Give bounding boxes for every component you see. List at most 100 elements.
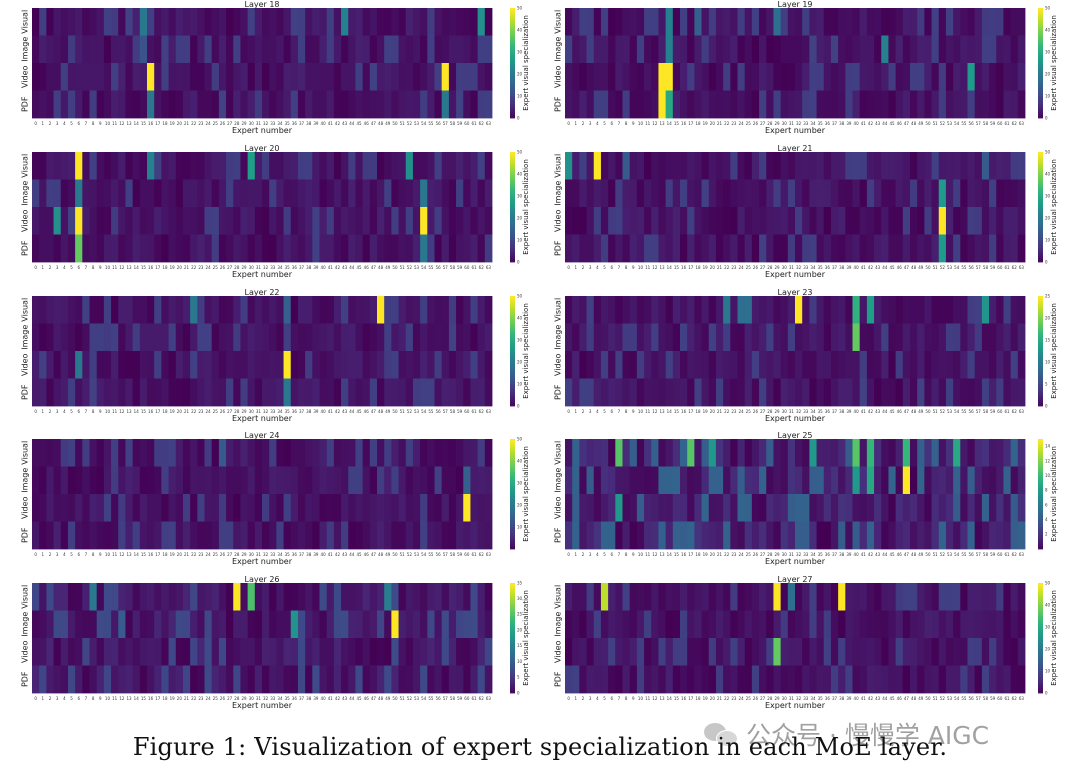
x-tick-label: 17 <box>688 121 694 126</box>
heatmap-cell <box>226 610 234 639</box>
x-tick-label: 20 <box>710 265 716 270</box>
heatmap-cell <box>960 466 968 495</box>
heatmap-cell <box>175 665 184 694</box>
heatmap-cell <box>924 296 932 324</box>
x-tick-label: 44 <box>349 121 355 126</box>
heatmap-cell <box>795 35 803 64</box>
heatmap-cell <box>615 521 623 550</box>
heatmap-cell <box>448 439 457 467</box>
x-tick-label: 3 <box>56 409 59 414</box>
colorbar-segment <box>510 516 515 520</box>
heatmap-cell <box>53 207 62 235</box>
heatmap-cell <box>910 583 918 611</box>
x-tick-label: 57 <box>443 121 449 126</box>
heatmap-cell <box>448 466 457 495</box>
heatmap-cell <box>441 466 450 495</box>
heatmap-cell <box>730 152 738 180</box>
heatmap-cell <box>888 583 897 611</box>
heatmap-cell <box>1017 90 1026 119</box>
heatmap-cell <box>766 179 774 208</box>
heatmap-cell <box>795 439 803 467</box>
heatmap-cell <box>269 152 277 180</box>
heatmap-cell <box>319 8 328 36</box>
x-tick-label: 51 <box>933 696 939 701</box>
heatmap-cell <box>730 179 738 208</box>
heatmap-cell <box>111 152 119 180</box>
x-tick-label: 1 <box>42 121 45 126</box>
heatmap-cell <box>391 152 399 180</box>
colorbar-segment <box>510 488 515 492</box>
heatmap-cell <box>333 63 342 91</box>
heatmap-cell <box>290 665 299 694</box>
heatmap-cell <box>262 90 270 119</box>
heatmap-cell <box>82 207 90 235</box>
heatmap-cell <box>838 521 846 550</box>
x-tick-label: 60 <box>997 409 1003 414</box>
x-tick-label: 54 <box>954 265 960 270</box>
heatmap-cell <box>348 234 356 263</box>
x-tick-label: 10 <box>105 696 111 701</box>
heatmap-cell <box>139 521 148 550</box>
x-tick-label: 17 <box>155 265 161 270</box>
heatmap-cell <box>565 466 573 495</box>
heatmap-cell <box>838 494 846 522</box>
heatmap-cell <box>276 494 284 522</box>
heatmap-cell <box>398 8 407 36</box>
heatmap-cell <box>636 35 645 64</box>
colorbar-segment <box>1038 41 1043 45</box>
heatmap-cell <box>795 494 803 522</box>
colorbar-segment <box>510 198 515 202</box>
heatmap-cell <box>694 63 702 91</box>
heatmap-cell <box>290 439 299 467</box>
heatmap-cell <box>75 521 83 550</box>
colorbar-segment <box>510 16 515 20</box>
x-tick-label: 58 <box>983 121 989 126</box>
heatmap-cell <box>82 152 90 180</box>
colorbar-segment <box>510 65 515 69</box>
heatmap-cell <box>211 583 220 611</box>
x-tick-label: 11 <box>645 409 651 414</box>
heatmap-cell <box>572 439 580 467</box>
heatmap-cell <box>369 610 378 639</box>
colorbar-segment <box>1038 616 1043 620</box>
heatmap-cell <box>981 466 990 495</box>
x-tick-label: 48 <box>911 121 917 126</box>
heatmap-cell <box>838 63 846 91</box>
heatmap-cell <box>629 234 638 263</box>
heatmap-cell <box>240 665 249 694</box>
heatmap-cell <box>89 638 98 666</box>
x-tick-label: 57 <box>443 552 449 557</box>
x-tick-label: 31 <box>789 696 795 701</box>
heatmap-cell <box>737 8 746 36</box>
heatmap-cell <box>593 234 602 263</box>
heatmap-cell <box>341 665 349 694</box>
heatmap-cell <box>737 63 746 91</box>
heatmap-cell <box>89 63 98 91</box>
heatmap-cell <box>644 234 652 263</box>
colorbar-segment <box>1038 546 1043 550</box>
heatmap-cell <box>111 234 119 263</box>
heatmap-cell <box>823 152 832 180</box>
heatmap-cell <box>290 583 299 611</box>
colorbar-segment <box>510 621 515 625</box>
heatmap-cell <box>565 179 573 208</box>
heatmap-cell <box>398 90 407 119</box>
heatmap-cell <box>701 610 710 639</box>
heatmap-cell <box>305 583 313 611</box>
x-tick-label: 8 <box>625 552 628 557</box>
heatmap-cell <box>312 207 320 235</box>
heatmap-cell <box>830 8 839 36</box>
heatmap-cell <box>737 35 746 64</box>
x-tick-label: 51 <box>933 552 939 557</box>
heatmap-cell <box>600 63 609 91</box>
x-tick-label: 59 <box>990 409 996 414</box>
x-tick-label: 58 <box>450 696 456 701</box>
heatmap-cell <box>240 439 249 467</box>
x-tick-label: 58 <box>450 552 456 557</box>
heatmap-cell <box>132 323 141 352</box>
colorbar-segment <box>510 583 515 587</box>
x-tick-label: 40 <box>321 696 327 701</box>
heatmap-cell <box>672 179 681 208</box>
heatmap-cell <box>362 351 371 379</box>
heatmap-cell <box>341 63 349 91</box>
